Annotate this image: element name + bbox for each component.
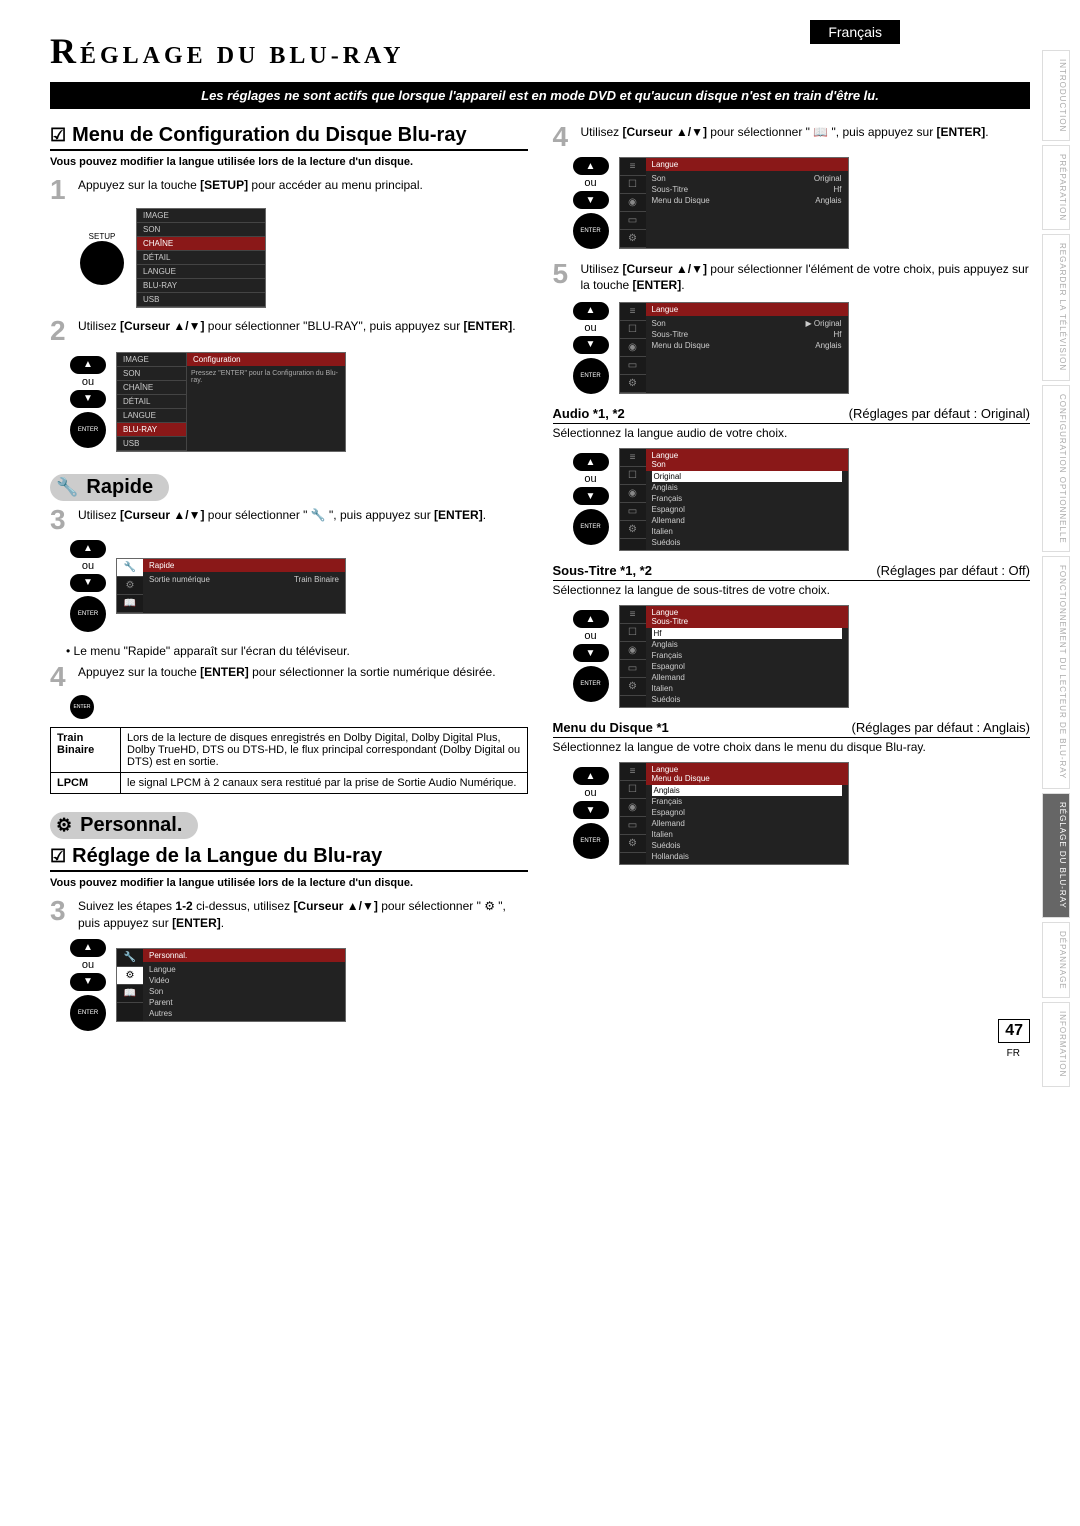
step-1: 1 Appuyez sur la touche [SETUP] pour acc…: [50, 177, 528, 202]
param-desc: Sélectionnez la langue audio de votre ch…: [553, 426, 1031, 440]
remote-diagram: ▲ ou ▼ ENTER ≡☐◉▭⚙ LangueMenu du Disque …: [573, 762, 1031, 865]
cursor-down-icon: ▼: [573, 801, 609, 819]
enter-button-icon: ENTER: [70, 695, 94, 719]
remote-diagram: ▲ ou ▼ ENTER 🔧⚙📖 Rapide Sortie numérique…: [70, 540, 528, 632]
enter-button-icon: ENTER: [70, 412, 106, 448]
cursor-up-icon: ▲: [573, 302, 609, 320]
enter-button-icon: ENTER: [70, 995, 106, 1031]
enter-button-icon: ENTER: [573, 666, 609, 702]
intro-text: Vous pouvez modifier la langue utilisée …: [50, 876, 528, 890]
enter-button-icon: ENTER: [573, 509, 609, 545]
remote-diagram: ▲ ou ▼ ENTER ≡☐◉▭⚙ LangueSon Original An…: [573, 448, 1031, 551]
cursor-up-icon: ▲: [573, 453, 609, 471]
checkbox-icon: ☑: [50, 125, 66, 146]
step-number: 4: [553, 124, 575, 149]
content-columns: ☑ Menu de Configuration du Disque Blu-ra…: [50, 124, 1030, 1043]
intro-text: Vous pouvez modifier la langue utilisée …: [50, 155, 528, 169]
param-desc: Sélectionnez la langue de votre choix da…: [553, 740, 1031, 754]
side-tab-active: RÉGLAGE DU BLU-RAY: [1042, 793, 1070, 918]
cursor-up-icon: ▲: [70, 540, 106, 558]
step-number: 3: [50, 898, 72, 923]
step-4r: 4 Utilisez [Curseur ▲/▼] pour sélectionn…: [553, 124, 1031, 149]
langue-menu-mock: ≡☐◉▭⚙ Langue SonOriginal Sous-TitreHf Me…: [619, 157, 849, 249]
manual-page: Français RÉGLAGE DU BLU-RAY Les réglages…: [0, 0, 1080, 1063]
personnal-heading: ⚙ Personnal.: [50, 812, 198, 839]
language-badge: Français: [810, 20, 900, 44]
cursor-down-icon: ▼: [573, 487, 609, 505]
personnal-menu-mock: 🔧⚙📖 Personnal. Langue Vidéo Son Parent A…: [116, 948, 346, 1022]
setup-button-diagram: SETUP IMAGE SON CHAÎNE DÉTAIL LANGUE BLU…: [80, 208, 528, 308]
enter-button-icon: ENTER: [70, 596, 106, 632]
step-5: 5 Utilisez [Curseur ▲/▼] pour sélectionn…: [553, 261, 1031, 293]
enter-button-icon: ENTER: [573, 213, 609, 249]
param-soustitre: Sous-Titre *1, *2(Réglages par défaut : …: [553, 563, 1031, 581]
step-number: 4: [50, 664, 72, 689]
step-number: 3: [50, 507, 72, 532]
step-number: 1: [50, 177, 72, 202]
warning-bar: Les réglages ne sont actifs que lorsque …: [50, 82, 1030, 109]
page-number: 47: [998, 1019, 1030, 1043]
output-table: Train Binaire Lors de la lecture de disq…: [50, 727, 528, 794]
soustitre-menu-mock: ≡☐◉▭⚙ LangueSous-Titre Hf Anglais França…: [619, 605, 849, 708]
param-audio: Audio *1, *2(Réglages par défaut : Origi…: [553, 406, 1031, 424]
left-column: ☑ Menu de Configuration du Disque Blu-ra…: [50, 124, 528, 1043]
remote-diagram: ▲ ou ▼ ENTER ≡☐◉▭⚙ Langue Son▶ Original …: [573, 302, 1031, 394]
param-menudisque: Menu du Disque *1(Réglages par défaut : …: [553, 720, 1031, 738]
side-tab: CONFIGURATION OPTIONNELLE: [1042, 385, 1070, 553]
side-tab: PRÉPARATION: [1042, 145, 1070, 230]
cursor-down-icon: ▼: [70, 390, 106, 408]
side-tab: FONCTIONNEMENT DU LECTEUR DE BLU-RAY: [1042, 556, 1070, 788]
step-3b: 3 Suivez les étapes 1-2 ci-dessus, utili…: [50, 898, 528, 930]
side-tab: INFORMATION: [1042, 1002, 1070, 1086]
page-lang-code: FR: [1007, 1048, 1020, 1059]
remote-diagram: ▲ ou ▼ ENTER IMAGE SON CHAÎNE DÉTAIL LAN…: [70, 352, 528, 452]
cursor-down-icon: ▼: [70, 973, 106, 991]
step-2: 2 Utilisez [Curseur ▲/▼] pour sélectionn…: [50, 318, 528, 343]
bluray-menu-mock: IMAGE SON CHAÎNE DÉTAIL LANGUE BLU-RAY U…: [116, 352, 346, 452]
remote-diagram: ▲ ou ▼ ENTER ≡☐◉▭⚙ LangueSous-Titre Hf A…: [573, 605, 1031, 708]
sliders-icon: ⚙: [56, 815, 72, 836]
menudisque-menu-mock: ≡☐◉▭⚙ LangueMenu du Disque Anglais Franç…: [619, 762, 849, 865]
cursor-up-icon: ▲: [70, 939, 106, 957]
bullet-note: • Le menu "Rapide" apparaît sur l'écran …: [66, 644, 528, 658]
cursor-down-icon: ▼: [573, 336, 609, 354]
enter-button-icon: ENTER: [573, 823, 609, 859]
setup-button-icon: [80, 241, 124, 285]
langue-menu-mock-2: ≡☐◉▭⚙ Langue Son▶ Original Sous-TitreHf …: [619, 302, 849, 394]
table-row: LPCM le signal LPCM à 2 canaux sera rest…: [51, 773, 528, 794]
side-tab: REGARDER LA TÉLÉVISION: [1042, 234, 1070, 380]
side-tab: DÉPANNAGE: [1042, 922, 1070, 999]
side-tabs: INTRODUCTION PRÉPARATION REGARDER LA TÉL…: [1042, 50, 1070, 1087]
step-3: 3 Utilisez [Curseur ▲/▼] pour sélectionn…: [50, 507, 528, 532]
cursor-up-icon: ▲: [573, 157, 609, 175]
cursor-up-icon: ▲: [70, 356, 106, 374]
rapide-heading: 🔧 Rapide: [50, 474, 169, 501]
section-heading-config: ☑ Menu de Configuration du Disque Blu-ra…: [50, 124, 528, 151]
cursor-down-icon: ▼: [70, 574, 106, 592]
remote-diagram: ▲ ou ▼ ENTER ≡☐◉▭⚙ Langue SonOriginal So…: [573, 157, 1031, 249]
right-column: 4 Utilisez [Curseur ▲/▼] pour sélectionn…: [553, 124, 1031, 1043]
cursor-up-icon: ▲: [573, 767, 609, 785]
cursor-down-icon: ▼: [573, 191, 609, 209]
step-number: 2: [50, 318, 72, 343]
cursor-down-icon: ▼: [573, 644, 609, 662]
rapide-menu-mock: 🔧⚙📖 Rapide Sortie numériqueTrain Binaire: [116, 558, 346, 614]
table-row: Train Binaire Lors de la lecture de disq…: [51, 728, 528, 773]
main-menu-mock: IMAGE SON CHAÎNE DÉTAIL LANGUE BLU-RAY U…: [136, 208, 266, 308]
audio-menu-mock: ≡☐◉▭⚙ LangueSon Original Anglais Françai…: [619, 448, 849, 551]
enter-button-icon: ENTER: [573, 358, 609, 394]
checkbox-icon: ☑: [50, 846, 66, 867]
param-desc: Sélectionnez la langue de sous-titres de…: [553, 583, 1031, 597]
step-number: 5: [553, 261, 575, 286]
remote-diagram: ▲ ou ▼ ENTER 🔧⚙📖 Personnal. Langue Vidéo…: [70, 939, 528, 1031]
section-heading-langue: ☑ Réglage de la Langue du Blu-ray: [50, 845, 528, 872]
cursor-up-icon: ▲: [573, 610, 609, 628]
wrench-icon: 🔧: [56, 477, 78, 498]
step-4: 4 Appuyez sur la touche [ENTER] pour sél…: [50, 664, 528, 689]
side-tab: INTRODUCTION: [1042, 50, 1070, 141]
